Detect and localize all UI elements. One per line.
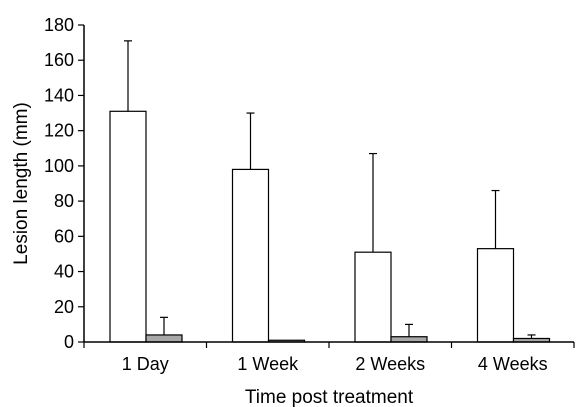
bar-series-1	[231, 168, 270, 343]
y-tick-label: 0	[64, 332, 74, 352]
x-tick-label: 4 Weeks	[478, 354, 548, 374]
y-tick-label: 60	[54, 226, 74, 246]
y-tick-label: 180	[44, 15, 74, 35]
y-tick-label: 140	[44, 85, 74, 105]
y-tick-label: 120	[44, 121, 74, 141]
bar-series-1	[476, 248, 515, 343]
bar-series-1	[109, 110, 147, 343]
error-bars-layer	[124, 40, 536, 339]
bar-series-1	[354, 251, 392, 343]
x-tick-label: 2 Weeks	[355, 354, 425, 374]
bars-layer	[109, 110, 551, 343]
bar-series-2	[390, 336, 428, 343]
y-tick-label: 40	[54, 262, 74, 282]
y-tick-label: 20	[54, 297, 74, 317]
y-axis-title: Lesion length (mm)	[11, 102, 32, 265]
bar-series-2	[145, 334, 183, 343]
y-tick-label: 160	[44, 50, 74, 70]
x-axis-title: Time post treatment	[245, 387, 414, 407]
y-ticks: 0 20 40 60 80 100 120 140 160 180	[44, 15, 84, 352]
x-ticks: 1 Day 1 Week 2 Weeks 4 Weeks	[83, 342, 575, 374]
x-tick-label: 1 Day	[122, 354, 169, 374]
y-tick-label: 80	[54, 191, 74, 211]
x-tick-label: 1 Week	[237, 354, 299, 374]
y-tick-label: 100	[44, 156, 74, 176]
